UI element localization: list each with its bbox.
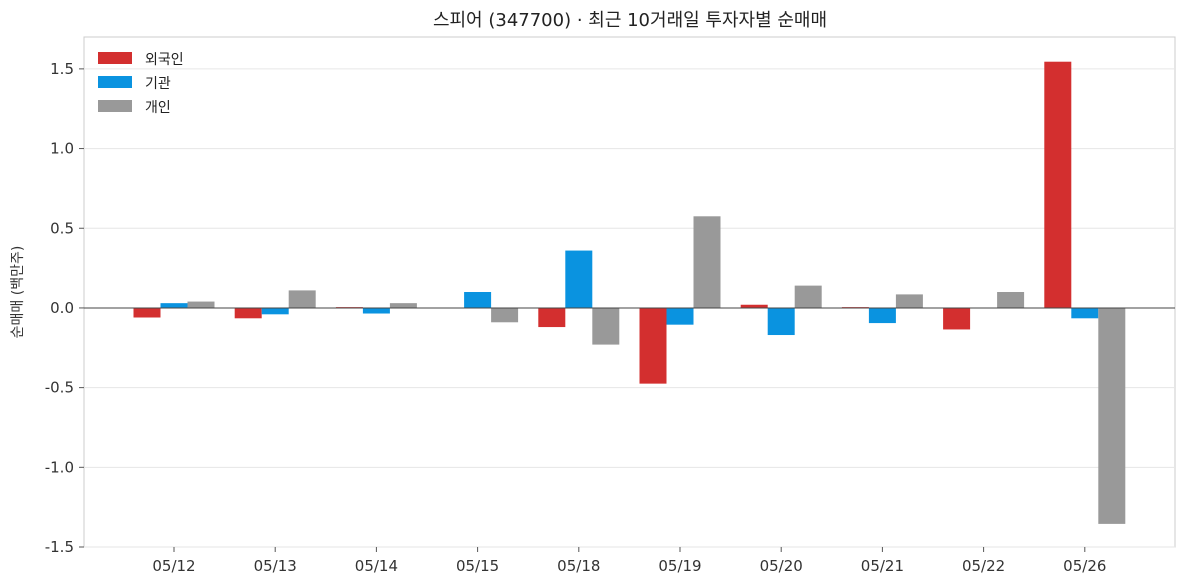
x-tick-label: 05/26	[1063, 557, 1106, 575]
y-axis-ticks: 1.5 1.0 0.5 0.0 -0.5 -1.0 -1.5	[45, 60, 84, 556]
bar	[234, 307, 262, 319]
bar	[362, 307, 390, 314]
y-axis-label: 순매매 (백만주)	[10, 246, 26, 339]
legend-swatch	[98, 52, 132, 64]
bar	[160, 303, 188, 308]
bar	[767, 307, 795, 336]
y-tick-label: 1.0	[50, 140, 74, 158]
x-tick-label: 05/22	[962, 557, 1005, 575]
x-tick-label: 05/15	[456, 557, 499, 575]
bar	[288, 290, 316, 308]
legend-entry: 기관	[145, 76, 171, 92]
bar	[1098, 307, 1126, 524]
grid-lines	[84, 68, 1175, 548]
bar	[491, 307, 519, 323]
y-tick-label: -1.5	[45, 538, 74, 556]
legend-entry: 개인	[145, 100, 171, 116]
bar	[639, 307, 667, 384]
bar	[565, 250, 593, 308]
bar	[1044, 61, 1072, 308]
y-tick-label: 1.5	[50, 60, 74, 78]
x-tick-label: 05/21	[861, 557, 904, 575]
bar	[943, 307, 971, 330]
y-tick-label: -1.0	[45, 458, 74, 476]
x-tick-label: 05/18	[557, 557, 600, 575]
bar	[389, 303, 417, 308]
x-axis-ticks: 05/12 05/13 05/14 05/15 05/18 05/19 05/20 05/21…	[152, 547, 1106, 575]
bar	[592, 307, 620, 345]
bar	[261, 307, 289, 315]
x-tick-label: 05/20	[760, 557, 803, 575]
bar	[1071, 307, 1099, 319]
bar	[794, 285, 822, 308]
bars	[133, 61, 1126, 524]
legend-swatch	[98, 100, 132, 112]
legend-entry: 외국인	[145, 52, 184, 68]
y-tick-label: -0.5	[45, 379, 74, 397]
plot-area	[83, 36, 1176, 548]
legend-swatch	[98, 76, 132, 88]
chart-title: 스피어 (347700) · 최근 10거래일 투자자별 순매매	[433, 10, 827, 31]
bar	[187, 301, 215, 308]
bar	[997, 292, 1025, 308]
bar	[895, 294, 923, 308]
x-tick-label: 05/13	[254, 557, 297, 575]
y-tick-label: 0.0	[50, 299, 74, 317]
bar	[693, 216, 721, 308]
bar	[868, 307, 896, 324]
x-tick-label: 05/12	[152, 557, 195, 575]
bar	[538, 307, 566, 328]
x-tick-label: 05/14	[355, 557, 398, 575]
bar	[740, 304, 768, 308]
bar	[464, 292, 492, 308]
x-tick-label: 05/19	[658, 557, 701, 575]
bar	[133, 307, 161, 318]
y-tick-label: 0.5	[50, 219, 74, 237]
bar	[666, 307, 694, 325]
